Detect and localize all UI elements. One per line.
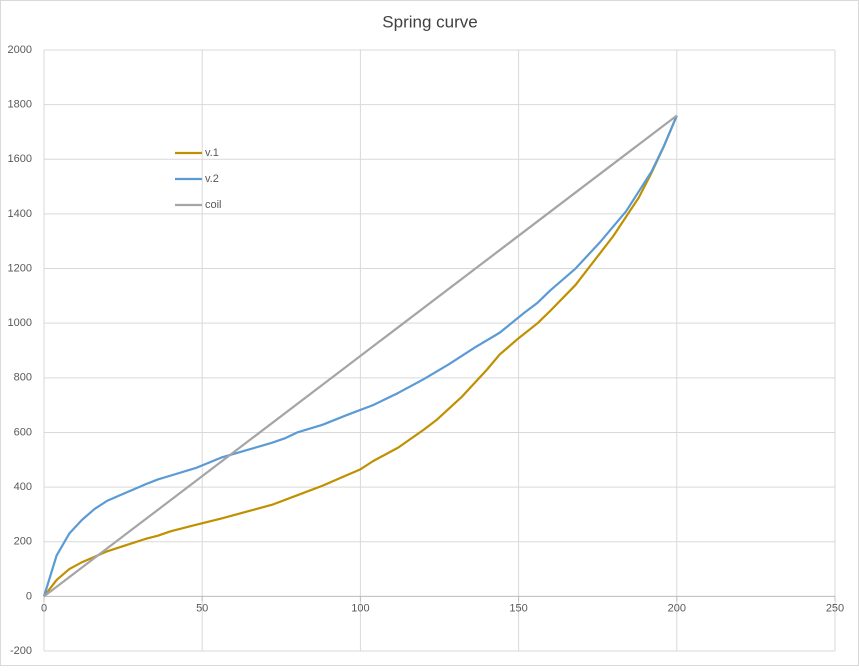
x-tick-label: 100 bbox=[351, 602, 369, 614]
x-tick-label: 200 bbox=[668, 602, 686, 614]
y-tick-label: 1600 bbox=[8, 153, 32, 165]
y-tick-label: 1200 bbox=[8, 262, 32, 274]
x-tick-label: 150 bbox=[509, 602, 527, 614]
x-tick-label: 250 bbox=[826, 602, 844, 614]
y-tick-label: 800 bbox=[14, 372, 32, 384]
legend-label: v.1 bbox=[205, 147, 219, 159]
y-tick-label: 2000 bbox=[8, 44, 32, 56]
chart-title: Spring curve bbox=[382, 12, 477, 31]
series-line bbox=[43, 115, 678, 598]
y-tick-label: 0 bbox=[26, 590, 32, 602]
y-tick-label: 1400 bbox=[8, 208, 32, 220]
x-tick-label: 50 bbox=[196, 602, 208, 614]
y-tick-label: 1000 bbox=[8, 317, 32, 329]
y-tick-label: 400 bbox=[14, 481, 32, 493]
y-tick-label: -200 bbox=[10, 645, 32, 657]
y-tick-label: 600 bbox=[14, 426, 32, 438]
series-line bbox=[43, 114, 678, 598]
y-tick-label: 1800 bbox=[8, 99, 32, 111]
y-tick-label: 200 bbox=[14, 536, 32, 548]
legend-label: coil bbox=[205, 199, 222, 211]
series-line bbox=[42, 115, 678, 597]
x-tick-label: 0 bbox=[41, 602, 47, 614]
legend-label: v.2 bbox=[205, 173, 219, 185]
